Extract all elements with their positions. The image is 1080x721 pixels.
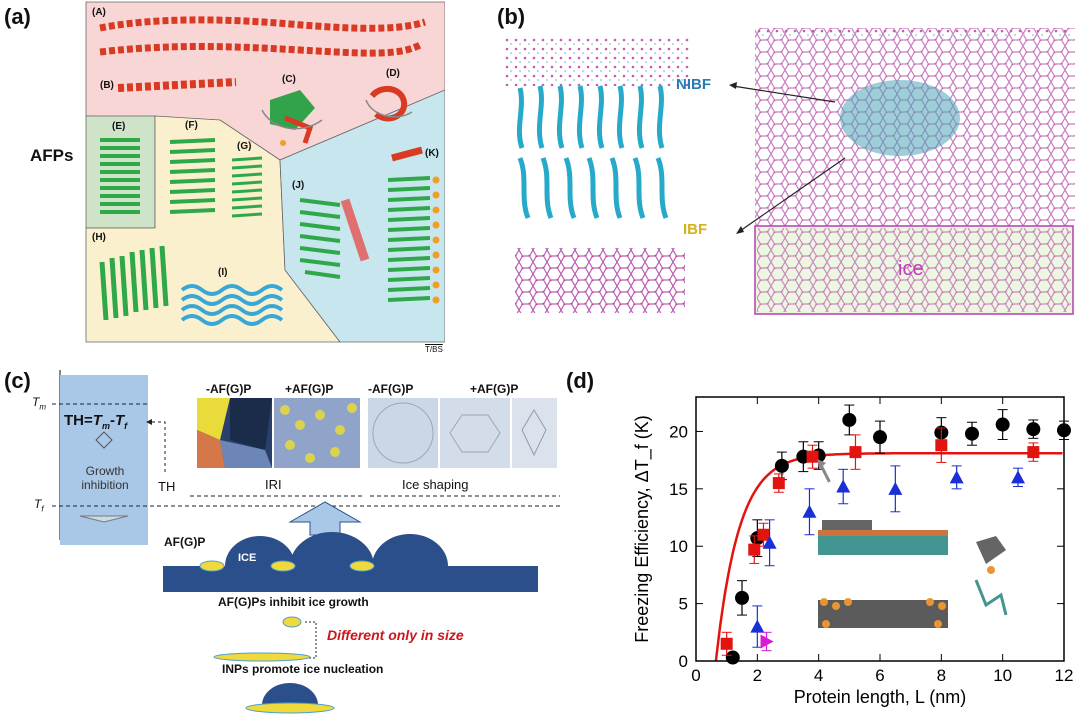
y-tick-label: 15 [669, 480, 688, 499]
th-label: TH [158, 479, 176, 494]
helix-B [117, 78, 237, 92]
struct-label-J: (J) [292, 180, 305, 191]
ice-dome-label: ICE [238, 552, 257, 564]
struct-label-C: (C) [282, 74, 296, 85]
solenoid-F [169, 138, 216, 214]
shaping-plus-image-2 [512, 398, 557, 468]
pointer-arrowhead [817, 458, 827, 469]
data-point-square [757, 528, 770, 541]
iri-label: IRI [265, 477, 282, 492]
molecule-inset [818, 520, 1008, 628]
x-tick-label: 6 [875, 666, 884, 685]
struct-label-K: (K) [425, 148, 439, 159]
data-point-square [935, 439, 948, 452]
freezing-efficiency-chart: 0 2 4 6 8 10 12 0 5 10 15 20 Protein length, L (nm) F… [632, 396, 1074, 707]
solenoid-G [231, 156, 263, 218]
panel-label-b: (b) [497, 4, 526, 29]
x-tick-label: 10 [993, 666, 1012, 685]
ice-label: ice [898, 258, 924, 280]
struct-label-H: (H) [92, 232, 106, 243]
y-tick-label: 10 [669, 537, 688, 556]
fit-curve [714, 451, 1063, 662]
data-point-square [748, 543, 761, 556]
afp-structures-figure [85, 1, 445, 343]
solenoid-E [100, 138, 140, 214]
data-point-circle [995, 417, 1010, 432]
data-point-triangle [802, 504, 817, 518]
shaping-plus-image-1 [440, 398, 510, 468]
x-tick-label: 4 [814, 666, 823, 685]
inhibit-caption: AF(G)Ps inhibit ice growth [218, 595, 369, 609]
helix-A [99, 16, 427, 57]
protein-ribbons [516, 85, 669, 219]
data-point-triangle-right [760, 634, 774, 649]
tf-label: Tf [34, 497, 44, 514]
data-point-circle [873, 430, 887, 445]
x-tick-label: 0 [691, 666, 700, 685]
data-point-triangle [949, 470, 964, 484]
waves-I [180, 284, 284, 326]
struct-label-I: (I) [218, 267, 228, 278]
data-point-triangle [762, 535, 777, 549]
struct-label-D: (D) [386, 68, 400, 79]
struct-label-A: (A) [92, 7, 106, 18]
ice-surface [163, 566, 538, 592]
sheets-H [99, 245, 169, 321]
data-point-triangle [750, 619, 765, 633]
iri-minus-label: -AF(G)P [206, 382, 252, 396]
x-tick-label: 12 [1055, 666, 1074, 685]
tm-label: Tm [32, 395, 47, 412]
afgp-label: AF(G)P [164, 535, 206, 549]
ice-shaping-label: Ice shaping [402, 477, 469, 492]
data-point-circle [735, 590, 749, 605]
data-point-circle [1026, 422, 1041, 437]
ibf-label: IBF [683, 221, 708, 238]
data-point-circle [774, 458, 789, 473]
growth-inhibition-label: Growth inhibition [81, 464, 129, 492]
shaping-minus-image [368, 398, 438, 468]
nibf-label: NIBF [676, 76, 711, 93]
data-point-square [1027, 446, 1040, 459]
protein-on-ice [840, 80, 960, 156]
data-point-square [806, 450, 819, 463]
iri-plus-label: +AF(G)P [285, 382, 334, 396]
solenoid-K [387, 146, 440, 304]
x-tick-label: 2 [753, 666, 762, 685]
panel-label-a: (a) [4, 4, 31, 29]
struct-label-E: (E) [112, 121, 126, 132]
y-tick-label: 20 [669, 422, 688, 441]
data-point-triangle [1011, 470, 1025, 484]
iri-minus-image [197, 398, 272, 468]
th-equation: TH=Tm-Tf [64, 412, 128, 431]
afps-label: AFPs [30, 146, 74, 165]
different-size-caption: Different only in size [327, 627, 464, 643]
data-point-circle [842, 412, 857, 427]
image-credit: T/BS [425, 345, 443, 354]
x-tick-label: 8 [937, 666, 946, 685]
data-point-circle [725, 650, 740, 665]
y-tick-label: 0 [679, 652, 688, 671]
y-axis-title: Freezing Efficiency, ΔT_f (K) [632, 415, 653, 642]
fold-J [299, 198, 370, 279]
x-axis-title: Protein length, L (nm) [794, 687, 966, 707]
struct-label-B: (B) [100, 80, 114, 91]
ice-growth-schematic [52, 370, 560, 714]
fold-D [365, 85, 413, 122]
struct-label-F: (F) [185, 120, 198, 131]
data-point-square [720, 637, 733, 650]
panel-label-c: (c) [4, 368, 31, 393]
shaping-minus-label: -AF(G)P [368, 382, 414, 396]
data-point-triangle [836, 479, 851, 493]
data-point-square [772, 477, 785, 490]
data-point-square [849, 446, 862, 459]
data-point-circle [965, 426, 979, 441]
md-simulation-figure [505, 28, 1075, 315]
struct-label-G: (G) [237, 141, 252, 152]
panel-label-d: (d) [566, 368, 595, 393]
inps-caption: INPs promote ice nucleation [222, 662, 384, 676]
data-point-triangle [888, 481, 903, 495]
y-tick-label: 5 [679, 595, 688, 614]
fold-C [261, 90, 323, 146]
shaping-plus-label: +AF(G)P [470, 382, 519, 396]
